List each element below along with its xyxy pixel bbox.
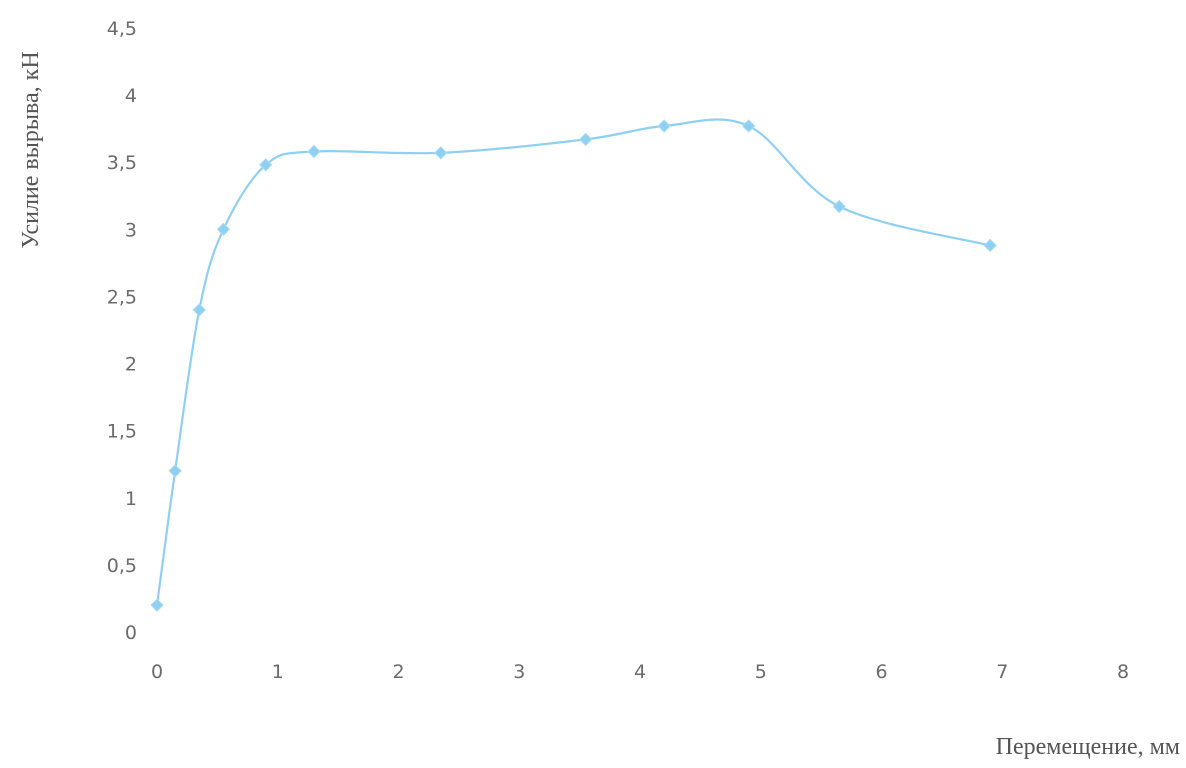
data-point-marker: [308, 145, 320, 157]
y-tick-label: 2,5: [107, 286, 137, 308]
series-layer: [151, 119, 996, 611]
data-point-marker: [743, 120, 755, 132]
x-tick-label: 7: [996, 661, 1008, 683]
data-point-marker: [833, 201, 845, 213]
y-axis-title: Усилие вырыва, кН: [18, 51, 44, 248]
y-tick-label: 3,5: [107, 152, 137, 174]
data-point-marker: [217, 223, 229, 235]
y-tick-label: 3: [125, 219, 137, 241]
data-point-marker: [658, 120, 670, 132]
data-point-marker: [580, 133, 592, 145]
y-tick-label: 4,5: [107, 18, 137, 40]
x-tick-label: 2: [392, 661, 404, 683]
y-tick-label: 0,5: [107, 555, 137, 577]
x-axis-tick-labels: 0 1 2 3 4 5 6 7 8: [151, 661, 1129, 683]
y-tick-label: 0: [125, 622, 137, 644]
data-point-marker: [984, 239, 996, 251]
y-tick-label: 4: [125, 85, 137, 107]
data-point-marker: [435, 147, 447, 159]
x-tick-label: 4: [634, 661, 646, 683]
y-tick-label: 1,5: [107, 421, 137, 443]
data-point-marker: [193, 304, 205, 316]
x-axis-title: Перемещение, мм: [996, 734, 1180, 760]
y-tick-label: 2: [125, 354, 137, 376]
x-tick-label: 0: [151, 661, 163, 683]
series-line: [157, 119, 990, 605]
data-point-marker: [151, 599, 163, 611]
y-axis-tick-labels: 0 0,5 1 1,5 2 2,5 3 3,5 4 4,5: [107, 18, 137, 644]
x-tick-label: 6: [875, 661, 887, 683]
x-tick-label: 1: [272, 661, 284, 683]
x-tick-label: 8: [1117, 661, 1129, 683]
data-point-marker: [169, 465, 181, 477]
x-tick-label: 3: [513, 661, 525, 683]
y-tick-label: 1: [125, 488, 137, 510]
x-tick-label: 5: [755, 661, 767, 683]
